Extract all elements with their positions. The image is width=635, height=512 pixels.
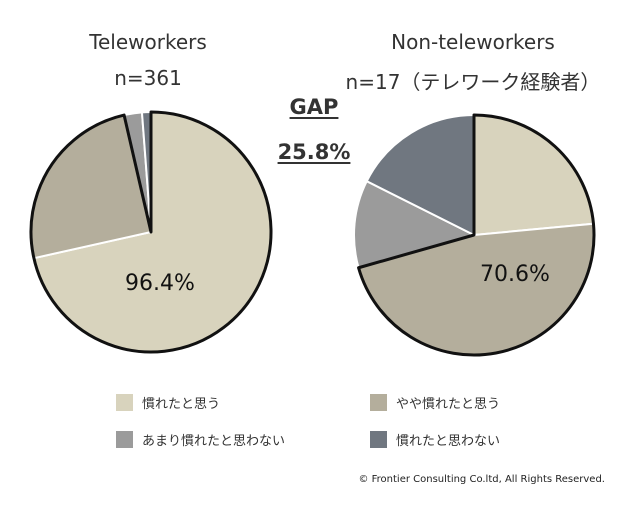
gap-label: GAP bbox=[289, 95, 339, 119]
legend-swatch bbox=[370, 394, 387, 411]
copyright-notice: © Frontier Consulting Co.ltd, All Rights… bbox=[358, 474, 605, 485]
combined-share-outline bbox=[29, 110, 273, 354]
legend-item: 慣れたと思う bbox=[116, 393, 220, 412]
legend-swatch bbox=[370, 431, 387, 448]
right-chart-subtitle: n=17（テレワーク経験者） bbox=[345, 70, 601, 94]
pie-slice bbox=[473, 113, 595, 237]
legend-swatch bbox=[116, 431, 133, 448]
pie-data-label: 96.4% bbox=[125, 271, 195, 296]
right-chart-title: Non-teleworkers bbox=[391, 30, 555, 54]
gap-value: 25.8% bbox=[277, 140, 351, 164]
legend-item: あまり慣れたと思わない bbox=[116, 430, 285, 449]
legend-label: 慣れたと思わない bbox=[396, 434, 501, 449]
legend-label: 慣れたと思う bbox=[142, 397, 221, 412]
legend-item: 慣れたと思わない bbox=[370, 430, 500, 449]
left-chart-subtitle: n=361 bbox=[114, 66, 182, 90]
combined-share-outline bbox=[357, 113, 596, 357]
pie-slice bbox=[365, 113, 475, 237]
left-chart-title: Teleworkers bbox=[89, 30, 207, 54]
pie-slice bbox=[353, 179, 477, 269]
legend-label: あまり慣れたと思わない bbox=[142, 434, 286, 449]
legend-label: やや慣れたと思う bbox=[396, 397, 501, 412]
legend-item: やや慣れたと思う bbox=[370, 393, 500, 412]
pie-data-label: 70.6% bbox=[480, 262, 550, 287]
legend-swatch bbox=[116, 394, 133, 411]
